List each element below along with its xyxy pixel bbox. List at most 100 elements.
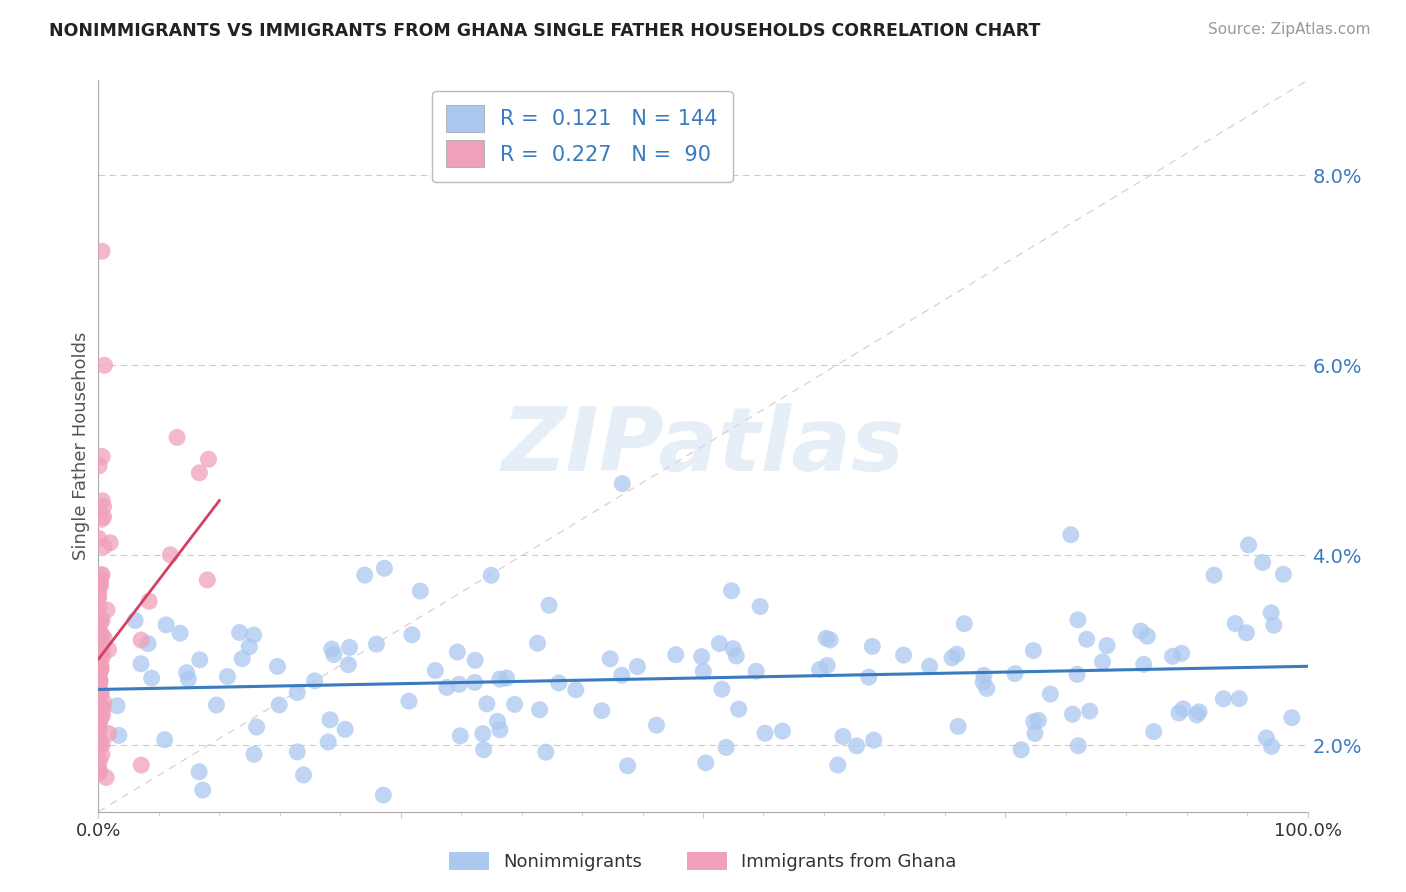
Point: [321, 642, 343, 657]
Point: [91, 737, 114, 751]
Point: [89, 714, 111, 729]
Point: [90, 664, 112, 678]
Point: [475, 697, 498, 711]
Point: [373, 561, 395, 575]
Point: [1173, 702, 1195, 716]
Point: [1188, 705, 1211, 719]
Point: [91, 450, 114, 464]
Point: [316, 735, 339, 749]
Point: [818, 632, 841, 647]
Point: [449, 729, 471, 743]
Point: [90, 686, 112, 700]
Point: [87, 591, 110, 605]
Point: [87, 581, 110, 595]
Point: [946, 719, 969, 733]
Point: [754, 726, 776, 740]
Point: [1272, 567, 1295, 582]
Point: [89, 738, 111, 752]
Point: [91, 567, 114, 582]
Point: [1251, 556, 1274, 570]
Point: [749, 599, 772, 614]
Point: [87, 650, 110, 665]
Point: [1237, 538, 1260, 552]
Point: [1060, 527, 1083, 541]
Point: [1039, 687, 1062, 701]
Point: [645, 718, 668, 732]
Point: [690, 649, 713, 664]
Point: [1256, 731, 1278, 745]
Point: [108, 728, 131, 742]
Point: [90, 661, 112, 675]
Point: [89, 574, 111, 589]
Point: [266, 659, 288, 673]
Point: [953, 616, 976, 631]
Point: [169, 626, 191, 640]
Point: [449, 677, 471, 691]
Point: [845, 739, 868, 753]
Point: [972, 675, 994, 690]
Point: [472, 742, 495, 756]
Point: [1022, 643, 1045, 657]
Point: [127, 823, 149, 838]
Point: [124, 614, 146, 628]
Point: [285, 745, 308, 759]
Point: [141, 671, 163, 685]
Point: [547, 676, 569, 690]
Point: [87, 823, 110, 838]
Point: [941, 650, 963, 665]
Point: [945, 647, 967, 661]
Point: [725, 648, 748, 663]
Point: [129, 758, 152, 772]
Point: [231, 651, 253, 665]
Point: [610, 668, 633, 682]
Point: [1078, 704, 1101, 718]
Point: [471, 726, 494, 740]
Point: [1161, 649, 1184, 664]
Point: [973, 668, 995, 682]
Point: [1263, 618, 1285, 632]
Point: [97, 726, 120, 740]
Point: [89, 649, 111, 664]
Point: [96, 603, 118, 617]
Point: [770, 724, 793, 739]
Point: [398, 694, 420, 708]
Point: [815, 632, 838, 646]
Point: [322, 648, 344, 662]
Text: NONIMMIGRANTS VS IMMIGRANTS FROM GHANA SINGLE FATHER HOUSEHOLDS CORRELATION CHAR: NONIMMIGRANTS VS IMMIGRANTS FROM GHANA S…: [49, 22, 1040, 40]
Point: [1067, 739, 1090, 753]
Point: [91, 244, 114, 259]
Point: [1067, 613, 1090, 627]
Point: [89, 673, 111, 687]
Point: [238, 640, 260, 654]
Point: [91, 707, 114, 722]
Point: [87, 823, 110, 838]
Point: [90, 658, 112, 673]
Point: [89, 610, 111, 624]
Point: [319, 713, 342, 727]
Point: [89, 613, 111, 627]
Point: [89, 754, 111, 768]
Point: [1281, 711, 1303, 725]
Point: [176, 665, 198, 680]
Point: [90, 747, 112, 762]
Point: [1062, 707, 1084, 722]
Point: [337, 657, 360, 672]
Point: [87, 629, 110, 643]
Point: [91, 512, 114, 526]
Point: [136, 637, 159, 651]
Point: [89, 574, 111, 588]
Point: [159, 548, 181, 562]
Point: [1260, 606, 1282, 620]
Point: [87, 731, 110, 746]
Point: [96, 771, 118, 785]
Point: [93, 509, 115, 524]
Point: [91, 823, 114, 838]
Point: [228, 625, 250, 640]
Point: [1010, 742, 1032, 756]
Point: [721, 641, 744, 656]
Point: [87, 531, 110, 545]
Point: [90, 568, 112, 582]
Point: [87, 672, 110, 686]
Point: [269, 698, 291, 712]
Point: [90, 578, 112, 592]
